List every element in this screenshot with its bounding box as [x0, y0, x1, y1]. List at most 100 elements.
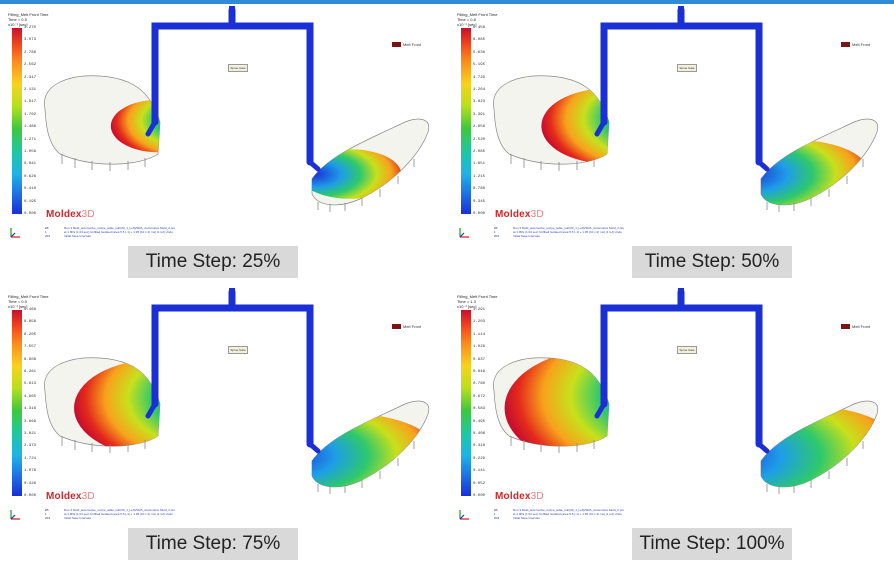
footer-line: at 1 0Pa (1.04 sec) Unfilled Isolated (a… [513, 230, 622, 234]
result-panel: Filling_Melt Front Time Time = 0.8 x10⁻¹… [449, 4, 894, 279]
moldex-logo: Moldex3D [46, 209, 95, 220]
footer-info: Run 3 Mold_automotive_recipe_table_sub(0… [513, 508, 624, 520]
scale-tick-label: 6.085 [473, 38, 486, 43]
logo-suffix: 3D [530, 209, 544, 220]
scale-tick-label: 0.000 [473, 494, 486, 498]
right-part-fill [312, 413, 429, 487]
scale-tick-label: 2.956 [473, 125, 486, 130]
scale-tick-label: 6.261 [24, 370, 37, 374]
axis-triad-icon [459, 510, 469, 520]
result-title: Filling_Melt Front Time [457, 12, 498, 17]
footer-left-line: kB [494, 508, 498, 512]
left-part-fill [504, 357, 610, 447]
scale-tick-label: 5.195 [473, 63, 486, 68]
footer-line: Initial Save Intervals [64, 234, 91, 238]
scale-tick-label: 2.562 [24, 63, 37, 68]
scale-tick-label: 1.215 [473, 174, 486, 179]
scale-tick-label: 1.291 [473, 308, 486, 312]
right-part-ribs [766, 159, 864, 212]
footer-left-line: 203 [494, 516, 500, 520]
result-header: Filling_Melt Front Time Time = 0.9 x10⁻¹… [8, 294, 48, 309]
footer-info-left: kB 1 203 [45, 226, 50, 238]
scale-tick-label: 3.021 [24, 432, 37, 436]
moldex-logo: Moldex3D [495, 491, 544, 502]
scale-tick-label: 3.270 [24, 26, 37, 30]
scale-tick-label: 0.626 [24, 174, 37, 179]
scale-tick-label: 1.203 [473, 320, 486, 325]
scale-tick-label: 1.702 [24, 112, 37, 117]
axis-triad-icon [459, 228, 469, 238]
scale-tick-label: 0.780 [473, 187, 486, 192]
scale-tick-label: 0.000 [473, 212, 486, 216]
scale-tick-label: 2.373 [24, 444, 37, 449]
footer-left-line: 203 [45, 516, 51, 520]
sprue-tip [678, 288, 684, 296]
scale-tick-label: 0.937 [473, 357, 486, 362]
footer-left-line: 1 [45, 512, 47, 516]
scale-tick-label: 2.786 [24, 50, 37, 55]
right-part-ribs [317, 159, 415, 212]
scale-tick-label: 0.000 [24, 494, 37, 498]
scale-tick-label: 4.965 [24, 394, 37, 399]
result-unit: x10⁻¹ [sec] [8, 22, 28, 27]
scale-tick-label: 0.760 [473, 382, 486, 387]
scale-tick-label: 4.316 [24, 407, 37, 412]
footer-info: Run 3 Mold_automotive_recipe_table_sub(0… [64, 226, 175, 238]
scale-tick-label: 1.651 [473, 162, 486, 167]
left-part-fill [541, 88, 610, 164]
scale-tick-label: 1.486 [24, 125, 37, 130]
footer-info-left: kB 1 203 [494, 508, 499, 520]
result-panel: Filling_Melt Front Time Time = 1.3 x10⁻¹… [449, 286, 894, 561]
scale-tick-label: 2.520 [473, 137, 486, 142]
legend-label: Melt Front [852, 42, 871, 47]
footer-left-line: kB [45, 226, 49, 230]
scale-tick-label: 1.076 [24, 469, 37, 474]
result-panel: Filling_Melt Front Time Time = 0.5 x10⁻¹… [0, 4, 445, 279]
scale-tick-label: 1.056 [24, 150, 37, 154]
footer-line: Initial Save Intervals [513, 516, 540, 520]
result-header: Filling_Melt Front Time Time = 1.3 x10⁻¹… [457, 294, 497, 309]
legend-label: Melt Front [403, 324, 422, 329]
result-unit: x10⁻¹ [sec] [457, 22, 477, 27]
right-part-ribs [766, 441, 864, 494]
footer-left-line: 1 [494, 230, 496, 234]
left-part-fill [74, 359, 161, 447]
color-scale-bar [12, 28, 22, 214]
mold-part-render [493, 288, 879, 494]
scale-tick-label: 0.345 [473, 199, 486, 204]
runner-system [145, 288, 321, 454]
scale-tick-label: 0.052 [473, 481, 486, 486]
result-header: Filling_Melt Front Time Time = 0.8 x10⁻¹… [457, 12, 497, 27]
footer-line: Run 3 Mold_automotive_recipe_table_sub(0… [64, 226, 176, 230]
moldex-logo: Moldex3D [46, 491, 95, 502]
scale-tick-label: 4.264 [473, 88, 486, 92]
footer-info: Run 3 Mold_automotive_recipe_table_sub(0… [64, 508, 175, 520]
gate-label: Sprue Gate [677, 346, 697, 354]
color-scale-bar [461, 28, 471, 214]
scale-tick-label: 0.672 [473, 394, 486, 399]
scale-tick-label: 2.131 [24, 88, 37, 92]
logo-suffix: 3D [81, 491, 95, 502]
runner-system [145, 6, 321, 172]
moldex-logo: Moldex3D [495, 209, 544, 220]
legend-label: Melt Front [403, 42, 422, 47]
scale-tick-label: 0.841 [24, 162, 37, 167]
scale-tick-label: 8.858 [24, 320, 37, 325]
left-part-fill [110, 99, 161, 153]
right-part-fill [312, 149, 402, 199]
color-scale-bar [461, 310, 471, 496]
logo-text: Moldex [495, 491, 531, 502]
scale-tick-label: 1.114 [473, 332, 486, 337]
logo-text: Moldex [495, 209, 531, 220]
logo-text: Moldex [46, 491, 82, 502]
result-title: Filling_Melt Front Time [8, 294, 49, 299]
sprue-tip [229, 6, 235, 14]
gate-label: Sprue Gate [228, 64, 248, 72]
scale-tick-label: 7.557 [24, 345, 37, 350]
scale-tick-label: 5.613 [24, 382, 37, 387]
scale-tick-label: 0.849 [473, 370, 486, 374]
scale-tick-label: 6.456 [473, 26, 486, 30]
result-time: Time = 0.5 [8, 17, 27, 22]
footer-line: at 1 0Pa (1.04 sec) Unfilled Isolated (a… [513, 512, 622, 516]
scale-tick-label: 0.495 [473, 419, 486, 424]
